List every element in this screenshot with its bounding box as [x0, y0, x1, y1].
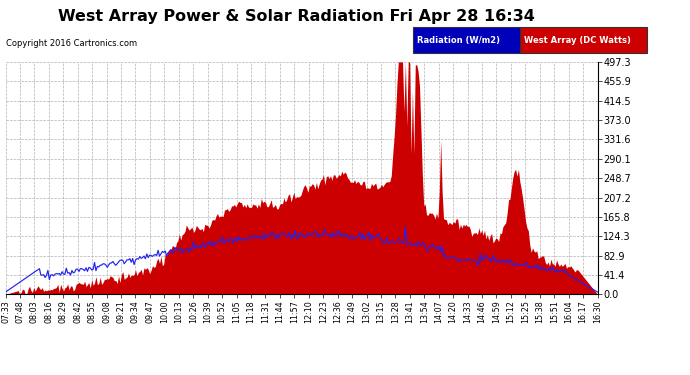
Text: Copyright 2016 Cartronics.com: Copyright 2016 Cartronics.com [6, 39, 137, 48]
Text: West Array Power & Solar Radiation Fri Apr 28 16:34: West Array Power & Solar Radiation Fri A… [58, 9, 535, 24]
Text: West Array (DC Watts): West Array (DC Watts) [524, 36, 631, 45]
Text: Radiation (W/m2): Radiation (W/m2) [417, 36, 500, 45]
